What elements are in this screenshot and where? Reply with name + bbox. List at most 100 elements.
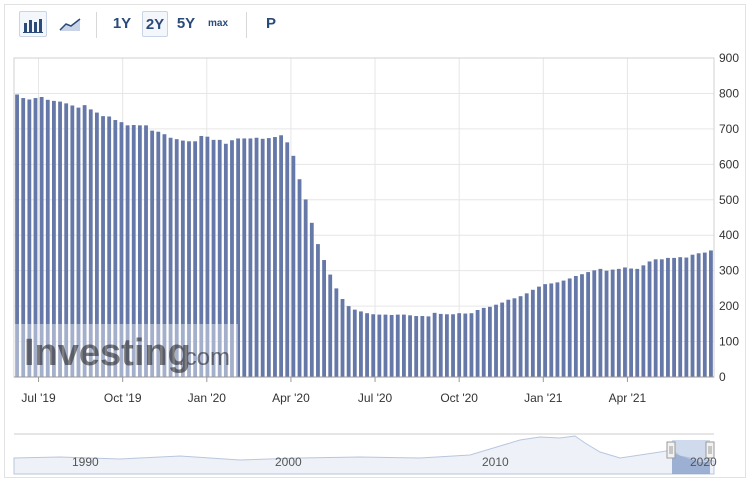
bar[interactable] <box>696 253 701 377</box>
bar[interactable] <box>567 278 572 377</box>
bar[interactable] <box>352 309 357 377</box>
bar[interactable] <box>64 103 69 377</box>
bar[interactable] <box>70 105 75 378</box>
bar[interactable] <box>672 257 676 377</box>
bar[interactable] <box>549 283 554 377</box>
bar[interactable] <box>402 314 406 377</box>
bar[interactable] <box>285 142 290 377</box>
bar[interactable] <box>82 105 87 377</box>
bar[interactable] <box>524 293 529 377</box>
bar[interactable] <box>359 311 363 377</box>
bar[interactable] <box>205 136 210 377</box>
bar[interactable] <box>52 100 56 377</box>
bar[interactable] <box>389 314 394 377</box>
range-5y-button[interactable]: 5Y <box>176 15 196 32</box>
bar[interactable] <box>125 125 130 377</box>
bar[interactable] <box>156 131 161 377</box>
bar[interactable] <box>487 306 492 377</box>
bar[interactable] <box>346 306 351 377</box>
bar[interactable] <box>340 299 345 377</box>
bar[interactable] <box>113 120 118 378</box>
bar[interactable] <box>94 112 99 377</box>
bar[interactable] <box>444 314 449 377</box>
bar[interactable] <box>279 135 284 377</box>
bar[interactable] <box>236 138 241 377</box>
bar[interactable] <box>33 98 38 378</box>
bar[interactable] <box>500 302 505 377</box>
bar[interactable] <box>690 254 695 377</box>
range-1y-button[interactable]: 1Y <box>112 15 132 32</box>
bar[interactable] <box>162 134 167 377</box>
bar[interactable] <box>168 137 173 377</box>
bar[interactable] <box>537 286 541 377</box>
bar[interactable] <box>230 140 234 377</box>
bar[interactable] <box>684 257 689 377</box>
bar[interactable] <box>438 313 443 377</box>
bar[interactable] <box>659 259 664 377</box>
bar[interactable] <box>242 138 247 377</box>
bar[interactable] <box>248 138 253 377</box>
bar[interactable] <box>592 270 597 377</box>
range-max-button[interactable]: max <box>207 18 228 29</box>
line-chart-button[interactable] <box>56 11 84 37</box>
bar[interactable] <box>653 259 658 377</box>
p-button[interactable]: P <box>265 15 276 32</box>
bar[interactable] <box>223 143 228 377</box>
bar[interactable] <box>604 270 609 377</box>
bar[interactable] <box>518 296 523 377</box>
bar[interactable] <box>641 265 646 377</box>
navigator-right-handle[interactable] <box>705 441 715 459</box>
bar[interactable] <box>119 122 124 377</box>
bar[interactable] <box>58 101 62 377</box>
bar[interactable] <box>647 261 652 377</box>
bar[interactable] <box>322 260 326 377</box>
bar[interactable] <box>610 269 615 377</box>
bar[interactable] <box>180 140 185 377</box>
bar[interactable] <box>469 313 474 377</box>
bar[interactable] <box>586 272 591 377</box>
bar[interactable] <box>101 116 105 377</box>
bar[interactable] <box>76 107 81 377</box>
bar[interactable] <box>193 141 198 377</box>
bar[interactable] <box>371 314 376 377</box>
bar[interactable] <box>217 139 222 377</box>
bar[interactable] <box>260 138 265 377</box>
bar[interactable] <box>211 139 216 377</box>
bar[interactable] <box>561 280 566 377</box>
navigator-left-handle[interactable] <box>666 441 676 459</box>
bar[interactable] <box>131 124 136 378</box>
bar[interactable] <box>598 268 603 377</box>
bar[interactable] <box>530 289 535 377</box>
bar-chart-button[interactable] <box>19 11 47 37</box>
bar[interactable] <box>543 284 548 377</box>
bar[interactable] <box>150 130 155 377</box>
bar[interactable] <box>395 314 400 377</box>
bar[interactable] <box>174 139 179 377</box>
bar[interactable] <box>666 257 670 377</box>
bar[interactable] <box>137 125 142 377</box>
bar[interactable] <box>39 96 44 377</box>
bar[interactable] <box>187 141 191 377</box>
bar[interactable] <box>463 313 468 377</box>
bar[interactable] <box>481 307 486 377</box>
bar[interactable] <box>475 310 480 377</box>
bar[interactable] <box>27 99 32 377</box>
bar[interactable] <box>408 315 412 377</box>
bar[interactable] <box>432 312 437 377</box>
bar[interactable] <box>297 179 302 377</box>
bar[interactable] <box>88 109 93 378</box>
bar[interactable] <box>555 282 560 377</box>
bar[interactable] <box>512 298 517 377</box>
range-2y-button[interactable]: 2Y <box>142 11 168 37</box>
bar[interactable] <box>144 125 148 377</box>
bar[interactable] <box>15 94 19 377</box>
bar[interactable] <box>107 116 112 377</box>
bar[interactable] <box>573 275 578 377</box>
bar[interactable] <box>457 313 462 377</box>
bar[interactable] <box>334 288 339 377</box>
bar[interactable] <box>21 98 26 378</box>
bar[interactable] <box>383 314 388 377</box>
bar[interactable] <box>709 250 713 377</box>
bar[interactable] <box>494 304 498 377</box>
